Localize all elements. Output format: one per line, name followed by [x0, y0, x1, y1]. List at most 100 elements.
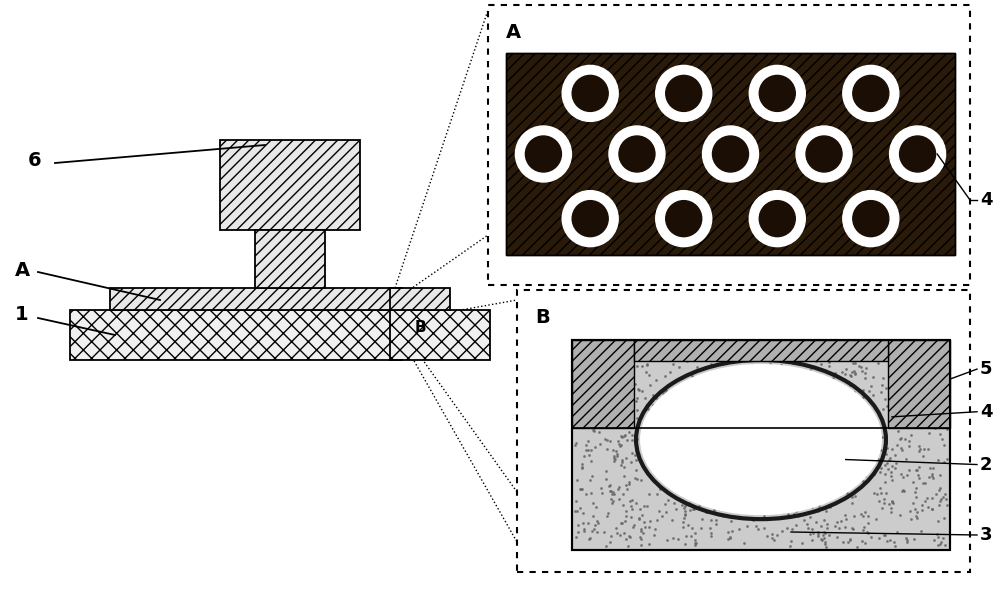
Point [837, 401, 853, 411]
Point [677, 501, 693, 510]
Point [920, 444, 936, 453]
Point [686, 452, 702, 461]
Point [710, 392, 726, 401]
Point [860, 528, 876, 537]
Point [924, 504, 940, 513]
Point [710, 377, 726, 386]
Point [756, 511, 772, 520]
Point [822, 447, 838, 457]
Point [778, 382, 794, 392]
Point [873, 489, 889, 498]
Point [661, 389, 677, 398]
Point [687, 529, 703, 538]
Point [889, 527, 905, 537]
Point [897, 342, 913, 351]
Point [865, 372, 881, 381]
Point [873, 387, 889, 396]
Point [922, 348, 938, 358]
Point [820, 436, 836, 445]
Point [712, 454, 728, 464]
Point [716, 495, 732, 504]
Point [705, 436, 721, 445]
Point [933, 537, 949, 547]
Point [864, 341, 880, 350]
Point [844, 523, 860, 533]
Point [646, 530, 662, 540]
Point [676, 503, 692, 512]
Point [882, 536, 898, 545]
Point [848, 445, 864, 454]
Point [796, 486, 812, 495]
Point [696, 339, 712, 348]
Point [696, 446, 712, 455]
Point [586, 409, 602, 419]
Point [607, 406, 623, 415]
Point [669, 466, 685, 476]
Point [755, 436, 771, 445]
Point [893, 469, 909, 478]
Point [929, 529, 945, 539]
Point [669, 424, 685, 433]
Point [807, 428, 823, 437]
Point [911, 441, 927, 450]
Point [685, 473, 701, 483]
Point [931, 368, 947, 377]
Point [693, 468, 709, 478]
Point [928, 490, 944, 499]
Point [810, 425, 826, 435]
Point [788, 506, 804, 516]
Point [569, 507, 585, 516]
Point [690, 430, 706, 440]
Point [647, 344, 663, 353]
Point [602, 383, 618, 392]
Point [630, 384, 646, 394]
Circle shape [843, 65, 899, 122]
Point [736, 369, 752, 378]
Point [578, 445, 594, 455]
Point [875, 404, 891, 414]
Point [739, 365, 755, 375]
Point [808, 518, 824, 527]
Point [805, 529, 821, 538]
Point [641, 539, 657, 549]
Point [707, 489, 723, 498]
Point [841, 355, 857, 365]
Point [586, 427, 602, 436]
Point [739, 475, 755, 484]
Point [701, 346, 717, 356]
Point [702, 430, 718, 439]
Point [668, 427, 684, 436]
Point [818, 506, 834, 515]
Point [691, 501, 707, 510]
Point [811, 504, 827, 513]
Point [616, 346, 632, 355]
Point [684, 474, 700, 483]
Point [616, 528, 632, 537]
Point [858, 403, 874, 412]
Point [798, 438, 814, 448]
Point [834, 472, 850, 481]
Point [652, 484, 668, 493]
Point [707, 368, 723, 377]
Point [578, 490, 594, 499]
Point [703, 529, 719, 538]
Point [825, 442, 841, 452]
Point [758, 441, 774, 451]
Point [758, 386, 774, 396]
Point [903, 412, 919, 422]
Point [586, 375, 602, 384]
Point [624, 339, 640, 349]
Point [819, 519, 835, 529]
Point [915, 451, 931, 460]
Point [663, 480, 679, 489]
Point [790, 365, 806, 375]
Point [859, 527, 875, 537]
Point [936, 441, 952, 450]
Point [788, 465, 804, 474]
Point [751, 354, 767, 363]
Point [672, 418, 688, 428]
Point [877, 530, 893, 539]
Point [633, 475, 649, 484]
Point [596, 527, 612, 537]
Point [591, 427, 607, 437]
